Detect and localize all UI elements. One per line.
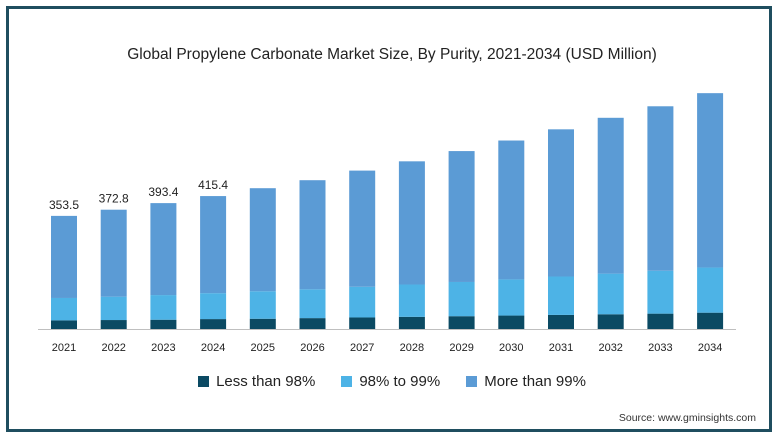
x-tick-label: 2024 xyxy=(201,342,225,354)
x-tick-label: 2031 xyxy=(549,342,573,354)
bar-segment xyxy=(100,320,127,329)
total-label: 415.4 xyxy=(198,178,228,192)
legend-label: More than 99% xyxy=(484,373,586,390)
bar-segment xyxy=(597,314,624,329)
x-tick-label: 2022 xyxy=(101,342,125,354)
bar-segment xyxy=(249,188,276,292)
bar-segment xyxy=(647,313,674,329)
bar-segment xyxy=(448,316,475,329)
x-tick-label: 2028 xyxy=(400,342,424,354)
bar-segment xyxy=(398,161,425,285)
bar-segment xyxy=(548,276,574,315)
bar-segment xyxy=(100,209,127,297)
total-label: 353.5 xyxy=(49,198,79,212)
bar-segment xyxy=(200,293,227,320)
x-tick-labels: 2021 2022 2023 2024 2025 2026 2027 2028 2029 2030… xyxy=(52,342,723,354)
bar-segment xyxy=(448,281,475,317)
bar-segment xyxy=(647,106,674,271)
x-tick-label: 2027 xyxy=(350,342,374,354)
x-tick-label: 2032 xyxy=(598,342,622,354)
legend-item-more-than-99: More than 99% xyxy=(466,373,586,390)
bar-segment xyxy=(51,320,77,329)
x-tick-label: 2033 xyxy=(648,342,672,354)
legend-swatch xyxy=(466,376,478,387)
bar-segment xyxy=(150,295,177,320)
bar-segment xyxy=(299,180,326,290)
legend-label: Less than 98% xyxy=(216,373,316,390)
bar-segment xyxy=(150,203,177,296)
bar-segment xyxy=(597,117,624,274)
bar-segment xyxy=(597,273,624,315)
bar-segment xyxy=(448,151,475,282)
bar-segment xyxy=(498,315,525,329)
bar-segment xyxy=(398,284,425,317)
bar-segment xyxy=(200,319,227,329)
bar-segment xyxy=(647,270,674,314)
legend: Less than 98% 98% to 99% More than 99% xyxy=(0,373,784,390)
chart-title: Global Propylene Carbonate Market Size, … xyxy=(127,46,657,63)
x-tick-label: 2029 xyxy=(449,342,473,354)
bar-segment xyxy=(697,267,724,313)
bar-segment xyxy=(697,312,724,329)
bar-segment xyxy=(548,314,574,329)
source-note: Source: www.gminsights.com xyxy=(618,412,756,424)
x-tick-label: 2026 xyxy=(300,342,324,354)
bar-segment xyxy=(51,215,77,298)
x-tick-label: 2034 xyxy=(698,342,722,354)
bar-segment xyxy=(299,318,326,329)
bar-segment xyxy=(200,196,227,294)
total-label: 393.4 xyxy=(148,185,178,199)
bar-segment xyxy=(349,170,376,287)
bar-segment xyxy=(398,316,425,329)
bar-segment xyxy=(249,291,276,319)
bar-segment xyxy=(548,129,574,277)
x-tick-label: 2023 xyxy=(151,342,175,354)
bar-segment xyxy=(150,319,177,329)
bar-segment xyxy=(51,297,77,321)
chart-frame xyxy=(6,6,772,432)
x-tick-label: 2021 xyxy=(52,342,76,354)
total-label: 372.8 xyxy=(99,192,129,206)
bar-segment xyxy=(498,140,525,280)
bar-segment xyxy=(349,317,376,329)
total-labels: 353.5 372.8 393.4 415.4 xyxy=(49,178,228,212)
bar-segment xyxy=(349,286,376,318)
legend-swatch xyxy=(198,376,210,387)
bar-segment xyxy=(299,289,326,319)
bar-segment xyxy=(249,318,276,329)
bars-layer xyxy=(51,93,724,329)
legend-item-less-than-98: Less than 98% xyxy=(198,373,315,390)
legend-label: 98% to 99% xyxy=(359,373,441,390)
legend-item-98-to-99: 98% to 99% xyxy=(341,373,440,390)
bar-segment xyxy=(498,279,525,316)
bar-segment xyxy=(100,296,127,321)
legend-swatch xyxy=(341,376,353,387)
bar-segment xyxy=(697,93,724,268)
x-tick-label: 2025 xyxy=(251,342,275,354)
x-tick-label: 2030 xyxy=(499,342,523,354)
